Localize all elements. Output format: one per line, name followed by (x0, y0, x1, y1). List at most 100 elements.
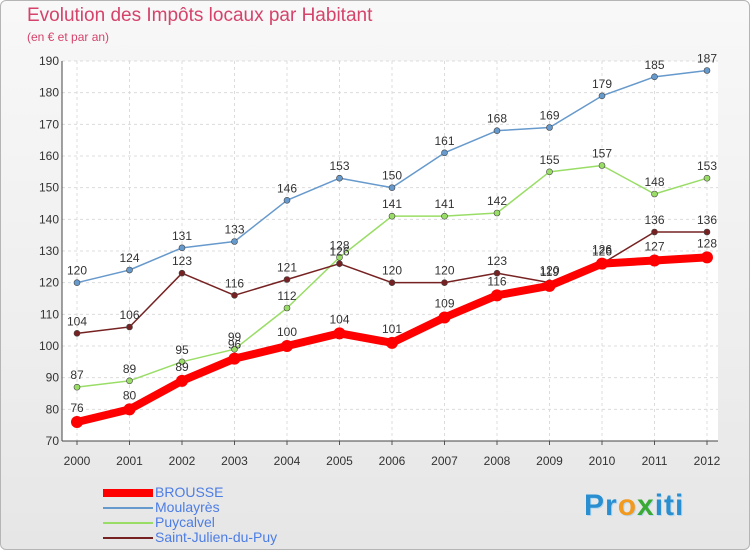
y-tick-label: 190 (39, 54, 59, 68)
data-label: 179 (592, 77, 612, 91)
legend-swatch (103, 507, 153, 509)
data-label: 136 (697, 213, 717, 227)
data-label: 126 (592, 245, 612, 259)
data-label: 131 (172, 229, 192, 243)
data-label: 157 (592, 147, 612, 161)
data-label: 87 (70, 368, 84, 382)
legend-label: Saint-Julien-du-Puy (155, 529, 278, 545)
data-label: 120 (434, 264, 454, 278)
data-point (283, 304, 291, 312)
data-label: 106 (119, 308, 139, 322)
data-point (546, 168, 553, 176)
data-point (73, 383, 81, 391)
data-point (493, 209, 501, 217)
legend-label: Moulayrès (155, 499, 220, 515)
data-label: 99 (228, 330, 242, 344)
chart-title: Evolution des Impôts locaux par Habitant (27, 5, 373, 26)
y-tick-label: 180 (39, 86, 59, 100)
data-point (281, 340, 293, 352)
data-label: 123 (487, 254, 507, 268)
data-label: 104 (67, 314, 87, 328)
data-point (283, 276, 291, 283)
data-label: 89 (175, 360, 189, 374)
data-point (438, 311, 451, 324)
data-label: 133 (224, 223, 244, 237)
y-tick-label: 110 (40, 307, 59, 321)
data-label: 155 (539, 153, 559, 167)
data-point (598, 162, 606, 169)
chart-subtitle: (en € et par an) (27, 30, 110, 44)
data-label: 153 (329, 159, 349, 173)
data-point (648, 254, 661, 267)
data-point (491, 289, 503, 302)
data-label: 120 (67, 264, 87, 278)
data-point (441, 212, 448, 220)
data-label: 120 (382, 264, 402, 278)
data-label: 126 (329, 245, 349, 259)
data-point (126, 266, 133, 274)
data-label: 142 (487, 194, 507, 208)
x-tick-label: 2010 (589, 454, 616, 468)
data-point (388, 184, 396, 191)
data-point (231, 292, 238, 299)
data-point (388, 212, 396, 220)
legend-swatch (103, 537, 153, 539)
data-label: 126 (592, 243, 612, 257)
data-point (546, 124, 553, 131)
x-tick-label: 2003 (221, 454, 248, 468)
data-point (336, 254, 343, 261)
x-tick-label: 2000 (64, 454, 91, 468)
data-label: 127 (644, 240, 664, 254)
proxiti-logo: Proxiti (584, 489, 685, 522)
data-point (73, 279, 81, 286)
data-point (703, 67, 711, 74)
legend-swatch (103, 522, 153, 524)
data-label: 95 (175, 343, 189, 357)
x-tick-label: 2002 (169, 454, 196, 468)
data-label: 141 (382, 197, 402, 211)
data-point (73, 330, 81, 337)
data-point (228, 352, 241, 365)
data-point (651, 228, 658, 236)
data-point (493, 127, 501, 134)
data-point (543, 279, 556, 292)
data-point (701, 251, 713, 264)
data-label: 76 (70, 401, 84, 415)
data-label: 168 (487, 112, 507, 126)
data-point (231, 238, 238, 245)
x-tick-label: 2005 (326, 454, 353, 468)
legend-swatch (103, 489, 153, 497)
y-tick-label: 70 (46, 434, 60, 448)
data-label: 112 (277, 289, 296, 303)
y-tick-label: 120 (39, 276, 59, 290)
data-point (123, 403, 136, 416)
x-tick-label: 2007 (431, 454, 458, 468)
data-point (231, 345, 238, 353)
data-label: 124 (119, 251, 139, 265)
data-label: 128 (329, 238, 349, 252)
y-tick-label: 140 (39, 212, 59, 226)
data-point (386, 336, 398, 349)
data-point (283, 197, 291, 204)
y-tick-label: 90 (46, 371, 60, 385)
data-point (441, 279, 448, 286)
x-tick-label: 2011 (642, 454, 668, 468)
data-point (178, 358, 186, 366)
data-label: 101 (382, 322, 402, 336)
data-point (703, 174, 711, 182)
data-point (333, 327, 346, 340)
data-label: 116 (487, 274, 506, 288)
data-label: 96 (228, 338, 242, 352)
legend-label: Puycalvel (155, 514, 215, 530)
data-point (178, 244, 186, 252)
data-label: 109 (434, 297, 454, 311)
data-label: 169 (539, 109, 559, 123)
data-point (703, 228, 711, 236)
data-point (336, 174, 343, 182)
data-point (71, 416, 83, 428)
data-label: 123 (172, 254, 192, 268)
data-label: 148 (644, 175, 664, 189)
y-tick-label: 160 (39, 149, 59, 163)
x-tick-label: 2009 (536, 454, 563, 468)
